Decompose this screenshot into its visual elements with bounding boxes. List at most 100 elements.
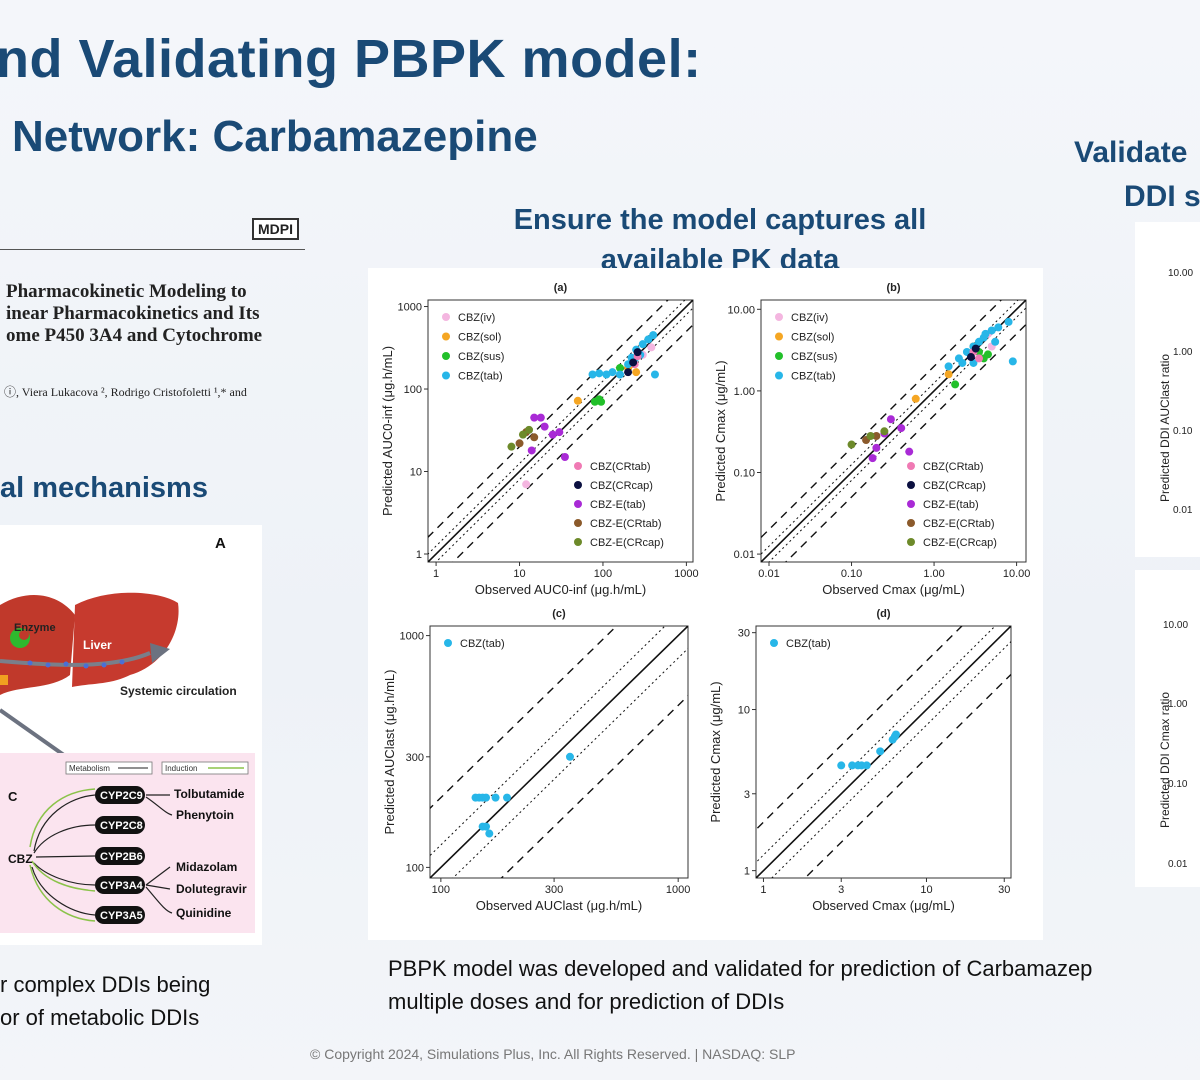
ddi-auc-tick: 1.00 <box>1173 347 1193 358</box>
ddi-cmax-tick: 0.01 <box>1168 859 1188 870</box>
ddi-auc-svg: Predicted DDI AUClast ratio 10.00 1.00 0… <box>1158 268 1193 516</box>
data-point <box>837 761 846 770</box>
y-tick-label: 0.10 <box>734 467 755 479</box>
legend-marker <box>442 332 450 341</box>
data-point <box>650 370 659 379</box>
y-axis-label: Predicted Cmax (μg/mL) <box>708 681 723 822</box>
drug-labels: Tolbutamide Phenytoin Midazolam Dolutegr… <box>174 787 247 920</box>
legend-marker <box>442 371 450 380</box>
legend-label: CBZ(tab) <box>458 371 503 383</box>
right-heading-line1: Validate <box>1074 136 1188 169</box>
data-point <box>588 370 597 379</box>
fold-2-line <box>428 300 669 539</box>
data-point <box>991 337 1000 346</box>
paper-snippet: MDPI Pharmacokinetic Modeling to inear P… <box>0 205 305 415</box>
data-point <box>886 415 895 424</box>
legend-label: CBZ(CRtab) <box>923 461 984 473</box>
x-tick-label: 300 <box>545 884 563 896</box>
legend-marker <box>907 500 915 508</box>
drug-dots <box>27 659 125 669</box>
metabolism-links <box>31 794 96 916</box>
legend-label: CBZ(tab) <box>460 638 505 650</box>
y-tick-label: 300 <box>406 752 424 764</box>
y-tick-label: 3 <box>744 789 750 801</box>
legend-marker <box>775 313 783 321</box>
y-tick-label: 10.00 <box>727 304 755 316</box>
data-point <box>1008 357 1017 366</box>
panel-label-c: C <box>8 789 18 804</box>
circulation-path <box>0 651 151 667</box>
ddi-cmax-ylabel: Predicted DDI Cmax ratio <box>1158 692 1172 828</box>
x-axis-label: Observed AUC0-inf (μg.h/mL) <box>475 582 647 597</box>
ddi-cmax-tick: 1.00 <box>1168 699 1188 710</box>
legend-metabolism: Metabolism <box>69 764 110 773</box>
legend-marker <box>770 639 778 647</box>
svg-text:Midazolam: Midazolam <box>176 860 237 874</box>
panel-label: (c) <box>552 608 566 620</box>
fold-2-line <box>761 300 1003 539</box>
x-tick-label: 1000 <box>666 884 690 896</box>
legend-induction: Induction <box>165 764 197 773</box>
y-tick-label: 1 <box>416 549 422 561</box>
svg-text:Dolutegravir: Dolutegravir <box>176 882 247 896</box>
panel-label: (d) <box>876 608 890 620</box>
gallbladder <box>0 675 8 685</box>
y-tick-label: 100 <box>406 862 424 874</box>
data-points <box>837 730 900 770</box>
data-point <box>944 362 953 371</box>
footer-copyright: © Copyright 2024, Simulations Plus, Inc.… <box>310 1046 796 1062</box>
cyp-node: CYP3A4 <box>100 880 144 892</box>
legend-label: CBZ(sus) <box>458 351 504 363</box>
center-heading: Ensure the model captures all available … <box>513 204 927 276</box>
circulation-arrowhead <box>150 643 170 663</box>
y-axis-label: Predicted AUClast (μg.h/mL) <box>382 670 397 835</box>
data-point <box>649 331 658 340</box>
pk-plots: 1 10 100 1000 1 10 100 1000 (a) Observed AUC0-inf… <box>368 268 1043 940</box>
legend-label: CBZ-E(CRtab) <box>923 518 995 530</box>
data-point <box>565 752 574 761</box>
reference-lines <box>761 300 1026 562</box>
bottom-left-text: r complex DDIs being or of metabolic DDI… <box>0 972 211 1030</box>
legend-marker <box>775 352 783 360</box>
data-points <box>471 752 574 838</box>
cyp-node: CYP3A5 <box>100 910 143 922</box>
data-point <box>573 396 582 405</box>
data-point <box>482 822 491 831</box>
data-point <box>880 427 889 436</box>
scatter-panel: 1 3 10 30 1 3 10 30 (d) Observed Cmax (μg/mL) Pred… <box>708 608 1012 913</box>
data-point <box>615 370 624 379</box>
unity-line <box>430 626 688 878</box>
fold-0.5-line <box>784 323 1026 562</box>
x-tick-label: 1 <box>760 884 766 896</box>
fold-0.8-line <box>452 647 688 878</box>
enzyme-notch <box>19 630 29 640</box>
data-point <box>866 432 875 441</box>
data-point <box>548 430 557 439</box>
legend-metabolism-box <box>65 761 153 775</box>
y-tick-label: 0.01 <box>734 549 755 561</box>
legend-label: CBZ-E(tab) <box>590 499 646 511</box>
legend-label: CBZ(sol) <box>791 332 834 344</box>
legend-marker <box>574 500 582 508</box>
data-point <box>629 358 638 367</box>
legend-label: CBZ(sus) <box>791 351 837 363</box>
x-tick-label: 3 <box>838 884 844 896</box>
right-heading-line2: DDI s <box>1124 180 1200 213</box>
y-tick-label: 10 <box>410 467 422 479</box>
svg-text:Phenytoin: Phenytoin <box>176 808 234 822</box>
mechanism-diagram: A Enzyme Liver Systemic circulation Meta… <box>0 525 262 945</box>
legend-marker <box>907 519 915 527</box>
ddi-cmax-tick: 10.00 <box>1163 620 1188 631</box>
cyp-nodes: CYP2C9 CYP2C8 CYP2B6 CYP3A4 CYP3A5 <box>95 786 145 924</box>
data-point <box>897 424 906 433</box>
data-point <box>503 793 512 802</box>
data-point <box>530 433 539 442</box>
data-point <box>958 358 967 367</box>
slide-title-line1: nd Validating PBPK model: <box>0 29 702 89</box>
liver-left-lobe <box>0 594 75 695</box>
data-point <box>971 344 980 353</box>
data-point <box>872 432 881 441</box>
mechanism-svg: A Enzyme Liver Systemic circulation Meta… <box>0 535 255 933</box>
y-tick-label: 1000 <box>400 631 424 643</box>
x-tick-label: 10 <box>920 884 932 896</box>
